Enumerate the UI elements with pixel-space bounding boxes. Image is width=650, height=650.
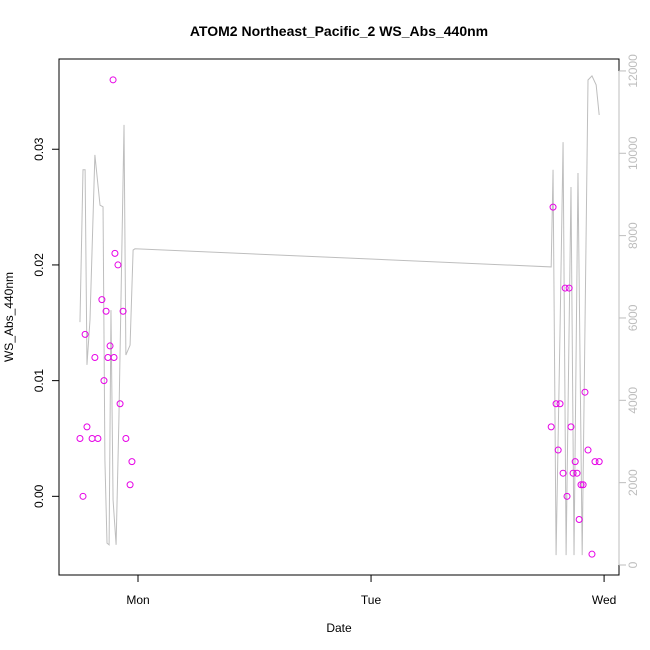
data-point [76,434,84,442]
data-point [569,469,577,477]
data-point [91,353,99,361]
data-point [588,550,596,558]
data-point [122,434,130,442]
data-point [584,446,592,454]
data-point [581,388,589,396]
y2-tick-label: 10000 [626,136,640,170]
data-point [104,353,112,361]
chart-title: ATOM2 Northeast_Pacific_2 WS_Abs_440nm [190,23,488,39]
y-axis-label: WS_Abs_440nm [2,272,16,362]
data-point [547,423,555,431]
y2-tick-label: 4000 [626,387,640,414]
y2-tick-label: 0 [626,561,640,568]
data-point [128,458,136,466]
data-point [109,76,117,84]
data-point [595,458,603,466]
y-tick-label: 0.01 [32,369,46,393]
data-point [119,307,127,315]
data-point [567,423,575,431]
data-point [577,481,585,489]
data-point [88,434,96,442]
data-point [114,261,122,269]
data-point [591,458,599,466]
data-point [563,492,571,500]
data-point [106,342,114,350]
y-tick-label: 0.03 [32,137,46,161]
y2-tick-label: 6000 [626,304,640,331]
data-point [83,423,91,431]
data-point [561,284,569,292]
data-point [571,458,579,466]
data-point [98,296,106,304]
x-tick-label: Mon [126,593,149,607]
data-point [565,284,573,292]
data-point [126,481,134,489]
data-point [556,400,564,408]
series-line [79,75,600,556]
data-point [575,515,583,523]
data-point [579,481,587,489]
data-point [573,469,581,477]
y2-tick-label: 8000 [626,222,640,249]
data-point [100,377,108,385]
y-tick-label: 0.02 [32,253,46,277]
y2-tick-label: 12000 [626,54,640,88]
y2-tick-label: 2000 [626,469,640,496]
data-point [79,492,87,500]
x-tick-label: Tue [361,593,382,607]
data-point [81,330,89,338]
data-point [552,400,560,408]
data-point [111,249,119,257]
x-tick-label: Wed [592,593,616,607]
data-point [559,469,567,477]
data-point [116,400,124,408]
y-tick-label: 0.00 [32,484,46,508]
data-point [110,353,118,361]
data-point [94,434,102,442]
plot-frame [58,58,620,576]
data-point [549,203,557,211]
data-point [102,307,110,315]
data-point [554,446,562,454]
x-axis-label: Date [326,621,352,635]
